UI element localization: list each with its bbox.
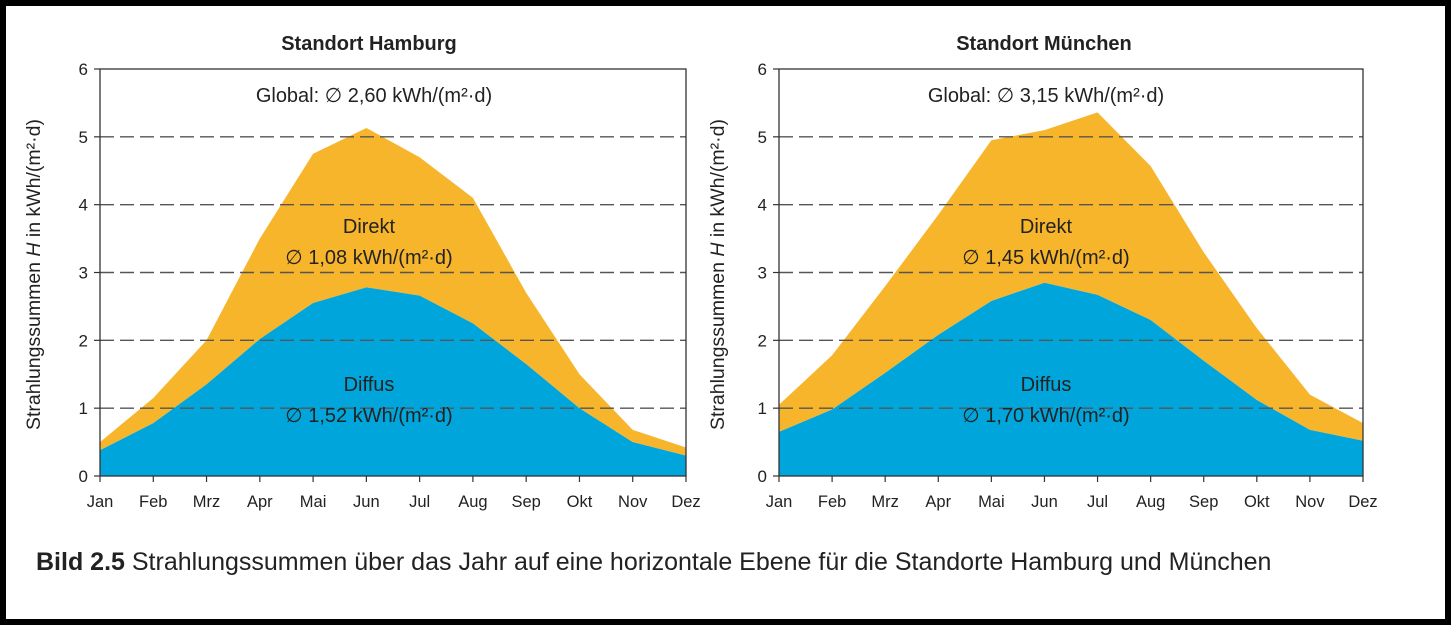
x-tick-label-muenchen: Aug: [1136, 493, 1165, 511]
x-tick-label-muenchen: Jan: [766, 493, 793, 511]
x-tick-label-muenchen: Sep: [1189, 493, 1218, 511]
x-tick-label-hamburg: Feb: [139, 493, 167, 511]
charts-canvas: 0 1 2 3 4 5 6 Jan Feb Mrz Apr Mai Jun Jul Aug Sep Okt Nov…: [23, 33, 1378, 511]
x-tick-label-hamburg: Okt: [567, 493, 593, 511]
x-tick-label-hamburg: Apr: [247, 493, 273, 511]
figure-caption: Bild 2.5 Strahlungssummen über das Jahr …: [36, 543, 1441, 581]
y-tick-label-hamburg: 4: [79, 196, 88, 215]
direkt-area-hamburg: [100, 128, 686, 456]
x-tick-label-hamburg: Sep: [512, 493, 541, 511]
direkt-label-hamburg: Direkt: [343, 216, 396, 238]
x-tick-label-muenchen: Mrz: [871, 493, 899, 511]
diffus-value-muenchen: ∅ 1,70 kWh/(m²·d): [962, 405, 1129, 427]
x-tick-label-hamburg: Jan: [87, 493, 114, 511]
global-annotation-hamburg: Global: ∅ 2,60 kWh/(m²·d): [256, 85, 492, 107]
y-tick-label-muenchen: 6: [758, 60, 767, 79]
caption-text: Strahlungssummen über das Jahr auf eine …: [131, 548, 1272, 576]
y-axis-label-part: H: [707, 242, 729, 257]
diffus-value-hamburg: ∅ 1,52 kWh/(m²·d): [285, 405, 452, 427]
x-tick-label-hamburg: Jul: [409, 493, 430, 511]
y-tick-label-muenchen: 2: [758, 331, 767, 350]
y-axis-label-part: Strahlungssummen: [707, 257, 729, 430]
chart-title-hamburg: Standort Hamburg: [281, 33, 457, 55]
x-tick-label-muenchen: Feb: [818, 493, 846, 511]
direkt-value-muenchen: ∅ 1,45 kWh/(m²·d): [962, 247, 1129, 269]
y-tick-label-muenchen: 3: [758, 264, 767, 283]
x-tick-label-muenchen: Mai: [978, 493, 1005, 511]
diffus-area-hamburg: [100, 287, 686, 476]
chart-title-muenchen: Standort München: [956, 33, 1132, 55]
x-tick-label-muenchen: Nov: [1295, 493, 1325, 511]
y-axis-label-part: H: [23, 242, 45, 257]
diffus-area-muenchen: [779, 282, 1363, 476]
global-annotation-muenchen: Global: ∅ 3,15 kWh/(m²·d): [928, 85, 1164, 107]
y-tick-label-muenchen: 0: [758, 467, 767, 486]
y-tick-label-muenchen: 1: [758, 399, 767, 418]
caption-label: Bild 2.5: [36, 548, 125, 576]
y-axis-label-muenchen: Strahlungssummen H in kWh/(m²·d): [707, 119, 729, 430]
x-tick-label-hamburg: Dez: [671, 493, 700, 511]
direkt-area-muenchen: [779, 112, 1363, 441]
y-axis-label-part: Strahlungssummen: [23, 257, 45, 430]
x-tick-label-muenchen: Jul: [1087, 493, 1108, 511]
y-axis-label-part: in kWh/(m²·d): [23, 119, 45, 243]
x-tick-label-hamburg: Aug: [458, 493, 487, 511]
y-tick-label-muenchen: 5: [758, 128, 767, 147]
x-tick-label-hamburg: Mai: [300, 493, 327, 511]
y-axis-label-hamburg: Strahlungssummen H in kWh/(m²·d): [23, 119, 45, 430]
direkt-value-hamburg: ∅ 1,08 kWh/(m²·d): [285, 247, 452, 269]
direkt-label-muenchen: Direkt: [1020, 216, 1073, 238]
y-tick-label-hamburg: 0: [79, 467, 88, 486]
x-tick-label-hamburg: Jun: [353, 493, 380, 511]
y-tick-label-hamburg: 5: [79, 128, 88, 147]
y-tick-label-hamburg: 6: [79, 60, 88, 79]
x-tick-label-hamburg: Mrz: [193, 493, 221, 511]
x-tick-label-hamburg: Nov: [618, 493, 648, 511]
x-tick-label-muenchen: Dez: [1348, 493, 1377, 511]
x-tick-label-muenchen: Apr: [925, 493, 951, 511]
y-tick-label-hamburg: 2: [79, 331, 88, 350]
y-tick-label-muenchen: 4: [758, 196, 767, 215]
x-tick-label-muenchen: Jun: [1031, 493, 1058, 511]
y-tick-label-hamburg: 1: [79, 399, 88, 418]
figure-frame: 0 1 2 3 4 5 6 Jan Feb Mrz Apr Mai Jun Jul Aug Sep Okt Nov…: [6, 6, 1445, 619]
diffus-label-hamburg: Diffus: [344, 374, 395, 396]
y-axis-label-part: in kWh/(m²·d): [707, 119, 729, 243]
y-tick-label-hamburg: 3: [79, 264, 88, 283]
x-tick-label-muenchen: Okt: [1244, 493, 1270, 511]
diffus-label-muenchen: Diffus: [1021, 374, 1072, 396]
